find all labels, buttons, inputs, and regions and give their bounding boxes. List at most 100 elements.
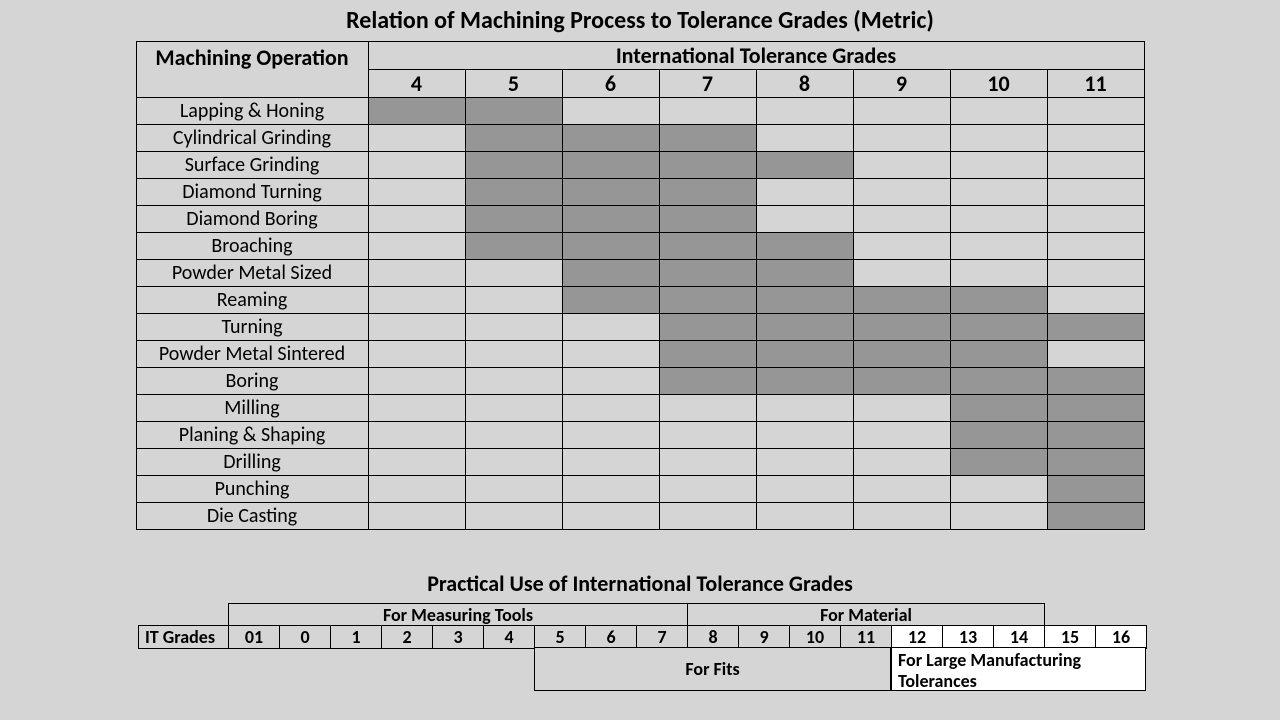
- grade-cell: [562, 341, 659, 368]
- title-practical: Practical Use of International Tolerance…: [0, 570, 1280, 597]
- grade-cell-shaded: [1047, 422, 1144, 449]
- grade-cell: [562, 422, 659, 449]
- grade-cell: [659, 422, 756, 449]
- grade-header: 10: [950, 70, 1047, 98]
- grade-cell-shaded: [562, 125, 659, 152]
- grade-cell-shaded: [950, 287, 1047, 314]
- it-grade-cell: 9: [739, 626, 790, 649]
- grade-cell-shaded: [465, 98, 562, 125]
- grade-cell: [756, 449, 853, 476]
- grade-cell: [950, 503, 1047, 530]
- operation-cell: Planing & Shaping: [136, 422, 368, 449]
- grade-cell-shaded: [950, 422, 1047, 449]
- grade-cell-shaded: [562, 179, 659, 206]
- col-header-grades: International Tolerance Grades: [368, 42, 1144, 70]
- grade-cell-shaded: [659, 368, 756, 395]
- grade-cell: [950, 476, 1047, 503]
- grade-cell: [659, 476, 756, 503]
- operation-cell: Milling: [136, 395, 368, 422]
- grade-cell-shaded: [562, 260, 659, 287]
- grade-cell: [465, 395, 562, 422]
- grade-cell: [756, 503, 853, 530]
- grade-cell-shaded: [1047, 395, 1144, 422]
- grade-cell-shaded: [659, 260, 756, 287]
- grade-header: 5: [465, 70, 562, 98]
- grade-cell: [853, 260, 950, 287]
- grade-cell: [368, 125, 465, 152]
- grade-cell-shaded: [659, 341, 756, 368]
- grade-cell-shaded: [562, 233, 659, 260]
- grade-cell-shaded: [853, 368, 950, 395]
- operation-cell: Die Casting: [136, 503, 368, 530]
- operation-cell: Diamond Boring: [136, 206, 368, 233]
- grade-cell: [1047, 287, 1144, 314]
- grade-cell: [368, 152, 465, 179]
- grade-header: 11: [1047, 70, 1144, 98]
- grade-cell: [756, 98, 853, 125]
- operation-cell: Drilling: [136, 449, 368, 476]
- practical-use-region: For Measuring ToolsFor MaterialIT Grades…: [0, 603, 1280, 693]
- grade-header: 7: [659, 70, 756, 98]
- grade-cell: [368, 341, 465, 368]
- grade-cell: [756, 422, 853, 449]
- grade-cell: [368, 233, 465, 260]
- it-grade-cell: 5: [535, 626, 586, 649]
- grade-cell: [1047, 260, 1144, 287]
- grade-cell: [368, 422, 465, 449]
- grade-cell: [853, 152, 950, 179]
- it-grade-cell: 01: [229, 626, 280, 649]
- grade-cell: [756, 476, 853, 503]
- operation-cell: Powder Metal Sized: [136, 260, 368, 287]
- grade-cell: [465, 422, 562, 449]
- grade-cell: [368, 476, 465, 503]
- grade-cell: [1047, 233, 1144, 260]
- grade-cell-shaded: [756, 368, 853, 395]
- it-grade-cell: 13: [943, 626, 994, 649]
- grade-cell: [562, 476, 659, 503]
- label-it-grades: IT Grades: [139, 626, 229, 649]
- grade-cell-shaded: [1047, 314, 1144, 341]
- operation-cell: Diamond Turning: [136, 179, 368, 206]
- grade-cell-shaded: [465, 206, 562, 233]
- grade-cell: [368, 503, 465, 530]
- grade-cell: [465, 368, 562, 395]
- it-grade-cell: 8: [688, 626, 739, 649]
- grade-header: 6: [562, 70, 659, 98]
- operation-cell: Punching: [136, 476, 368, 503]
- grade-cell: [1047, 341, 1144, 368]
- grade-cell: [853, 476, 950, 503]
- grade-cell: [1047, 125, 1144, 152]
- grade-cell-shaded: [756, 260, 853, 287]
- it-grade-cell: 15: [1045, 626, 1096, 649]
- grade-cell: [562, 314, 659, 341]
- grade-cell: [853, 98, 950, 125]
- grade-cell: [659, 503, 756, 530]
- grade-cell-shaded: [950, 395, 1047, 422]
- grade-cell-shaded: [1047, 368, 1144, 395]
- it-grade-cell: 10: [790, 626, 841, 649]
- grade-cell: [1047, 152, 1144, 179]
- grade-cell: [659, 449, 756, 476]
- grade-cell-shaded: [756, 341, 853, 368]
- grade-cell-shaded: [756, 233, 853, 260]
- grade-cell: [465, 476, 562, 503]
- grade-cell: [950, 152, 1047, 179]
- operation-cell: Lapping & Honing: [136, 98, 368, 125]
- grade-cell: [659, 98, 756, 125]
- it-grade-cell: 1: [331, 626, 382, 649]
- grade-cell: [1047, 206, 1144, 233]
- grade-cell-shaded: [756, 152, 853, 179]
- grade-cell: [368, 206, 465, 233]
- grade-cell-shaded: [659, 233, 756, 260]
- grade-cell: [853, 449, 950, 476]
- grade-cell-shaded: [465, 152, 562, 179]
- grade-cell: [950, 206, 1047, 233]
- grade-cell-shaded: [368, 98, 465, 125]
- grade-cell-shaded: [756, 314, 853, 341]
- grade-cell: [465, 260, 562, 287]
- title-machining: Relation of Machining Process to Toleran…: [0, 0, 1280, 41]
- grade-cell-shaded: [659, 125, 756, 152]
- grade-cell: [562, 503, 659, 530]
- grade-cell-shaded: [562, 287, 659, 314]
- grade-cell: [950, 98, 1047, 125]
